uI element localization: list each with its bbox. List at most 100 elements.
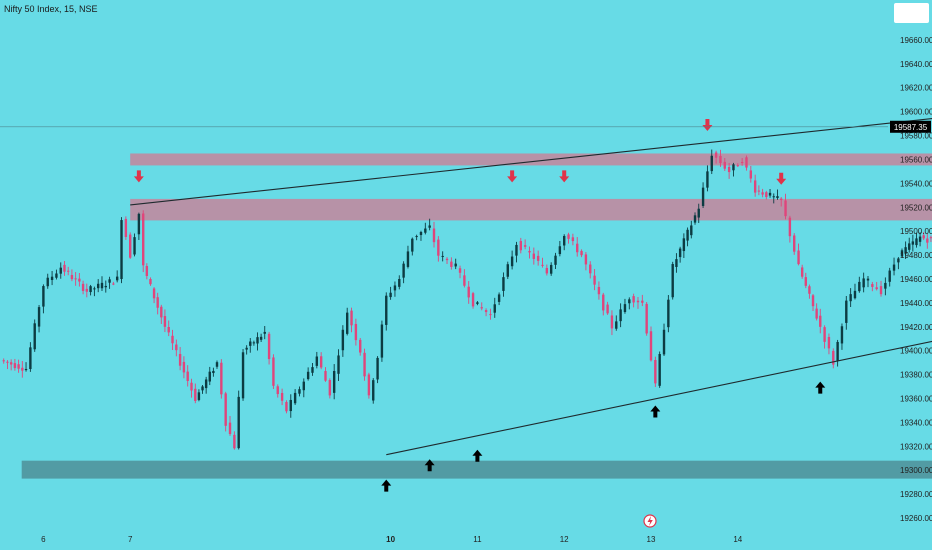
replay-icon[interactable]	[643, 514, 657, 528]
candle-body	[797, 250, 800, 265]
candle-body	[437, 239, 440, 256]
candle-body	[510, 256, 514, 267]
candle-body	[628, 299, 631, 304]
candle-body	[693, 215, 697, 223]
candle-body	[237, 396, 240, 449]
candle-body	[862, 278, 865, 288]
candle-body	[306, 371, 310, 380]
candle-body	[686, 229, 689, 241]
candle-body	[502, 277, 505, 291]
candle-body	[719, 155, 722, 164]
candle-body	[93, 288, 96, 290]
candle-body	[900, 250, 904, 257]
candle-body	[645, 303, 648, 334]
candle-body	[745, 157, 748, 168]
candle-body	[89, 286, 92, 293]
candle-body	[402, 263, 405, 278]
candle-body	[441, 255, 444, 257]
candle-body	[293, 392, 297, 404]
resistance-arrow	[702, 118, 713, 131]
y-tick-label: 19600.00	[900, 108, 932, 117]
candle-body	[576, 243, 579, 253]
candle-body	[662, 329, 666, 355]
candle-body	[149, 279, 152, 285]
candle-body	[772, 196, 775, 198]
candle-body	[104, 285, 107, 288]
candle-body	[567, 234, 570, 239]
symbol-title: Nifty 50 Index, 15, NSE	[4, 4, 98, 14]
candle-body	[319, 356, 323, 368]
candle-body	[411, 238, 414, 252]
candle-body	[372, 380, 375, 401]
candle-body	[280, 392, 284, 401]
y-tick-label: 19380.00	[900, 371, 932, 380]
candle-body	[328, 380, 332, 396]
demand-zone	[21, 460, 932, 479]
candle-body	[186, 371, 189, 381]
lower-channel-line	[386, 340, 932, 456]
candle-body	[554, 255, 557, 265]
resistance-arrow	[776, 172, 787, 185]
candle-body	[17, 364, 20, 369]
candle-body	[190, 382, 193, 391]
candle-body	[749, 170, 753, 179]
lower-supply-zone	[130, 198, 932, 221]
candle-body	[298, 389, 301, 394]
candle-body	[74, 278, 77, 280]
candle-body	[926, 238, 929, 243]
candle-body	[892, 264, 896, 271]
candle-body	[13, 363, 17, 369]
candle-body	[197, 392, 201, 400]
candle-body	[497, 294, 501, 302]
candle-body	[81, 283, 85, 291]
candle-body	[532, 253, 536, 259]
candle-body	[463, 275, 466, 286]
candle-body	[233, 434, 236, 449]
candle-body	[337, 355, 340, 374]
y-tick-label: 19640.00	[900, 60, 932, 69]
candle-body	[489, 314, 492, 316]
candle-body	[480, 307, 483, 309]
candle-body	[346, 312, 349, 334]
candle-body	[610, 315, 614, 329]
y-tick-label: 19660.00	[900, 36, 932, 45]
candle-body	[285, 401, 288, 412]
y-tick-label: 19400.00	[900, 347, 932, 356]
candle-body	[167, 326, 170, 333]
candle-body	[918, 236, 922, 242]
candle-body	[641, 300, 644, 303]
candle-body	[471, 293, 475, 307]
candle-body	[115, 276, 119, 281]
candle-body	[380, 324, 384, 358]
candle-body	[519, 240, 522, 251]
candle-body	[584, 254, 588, 265]
candle-body	[753, 180, 757, 193]
candle-body	[432, 228, 436, 243]
candle-body	[42, 286, 45, 307]
y-tick-label: 19520.00	[900, 203, 932, 212]
candle-body	[324, 371, 327, 381]
resistance-arrow	[507, 170, 518, 183]
candle-body	[428, 225, 431, 228]
candle-body	[454, 263, 457, 267]
candle-body	[59, 267, 62, 274]
candle-body	[845, 300, 848, 323]
candle-body	[593, 275, 596, 285]
candle-body	[194, 388, 197, 401]
x-tick-label: 14	[733, 535, 742, 544]
candle-body	[252, 342, 256, 344]
support-arrow	[815, 381, 826, 394]
candle-body	[175, 344, 178, 351]
y-tick-label: 19620.00	[900, 84, 932, 93]
candle-body	[788, 217, 792, 237]
candle-body	[558, 246, 562, 255]
candle-body	[70, 274, 74, 280]
candle-body	[710, 155, 713, 172]
candle-body	[484, 310, 488, 313]
candle-body	[289, 399, 292, 412]
candle-body	[723, 161, 726, 169]
x-tick-label: 12	[560, 535, 569, 544]
y-tick-label: 19300.00	[900, 466, 932, 475]
chart-settings-box[interactable]	[894, 3, 929, 23]
